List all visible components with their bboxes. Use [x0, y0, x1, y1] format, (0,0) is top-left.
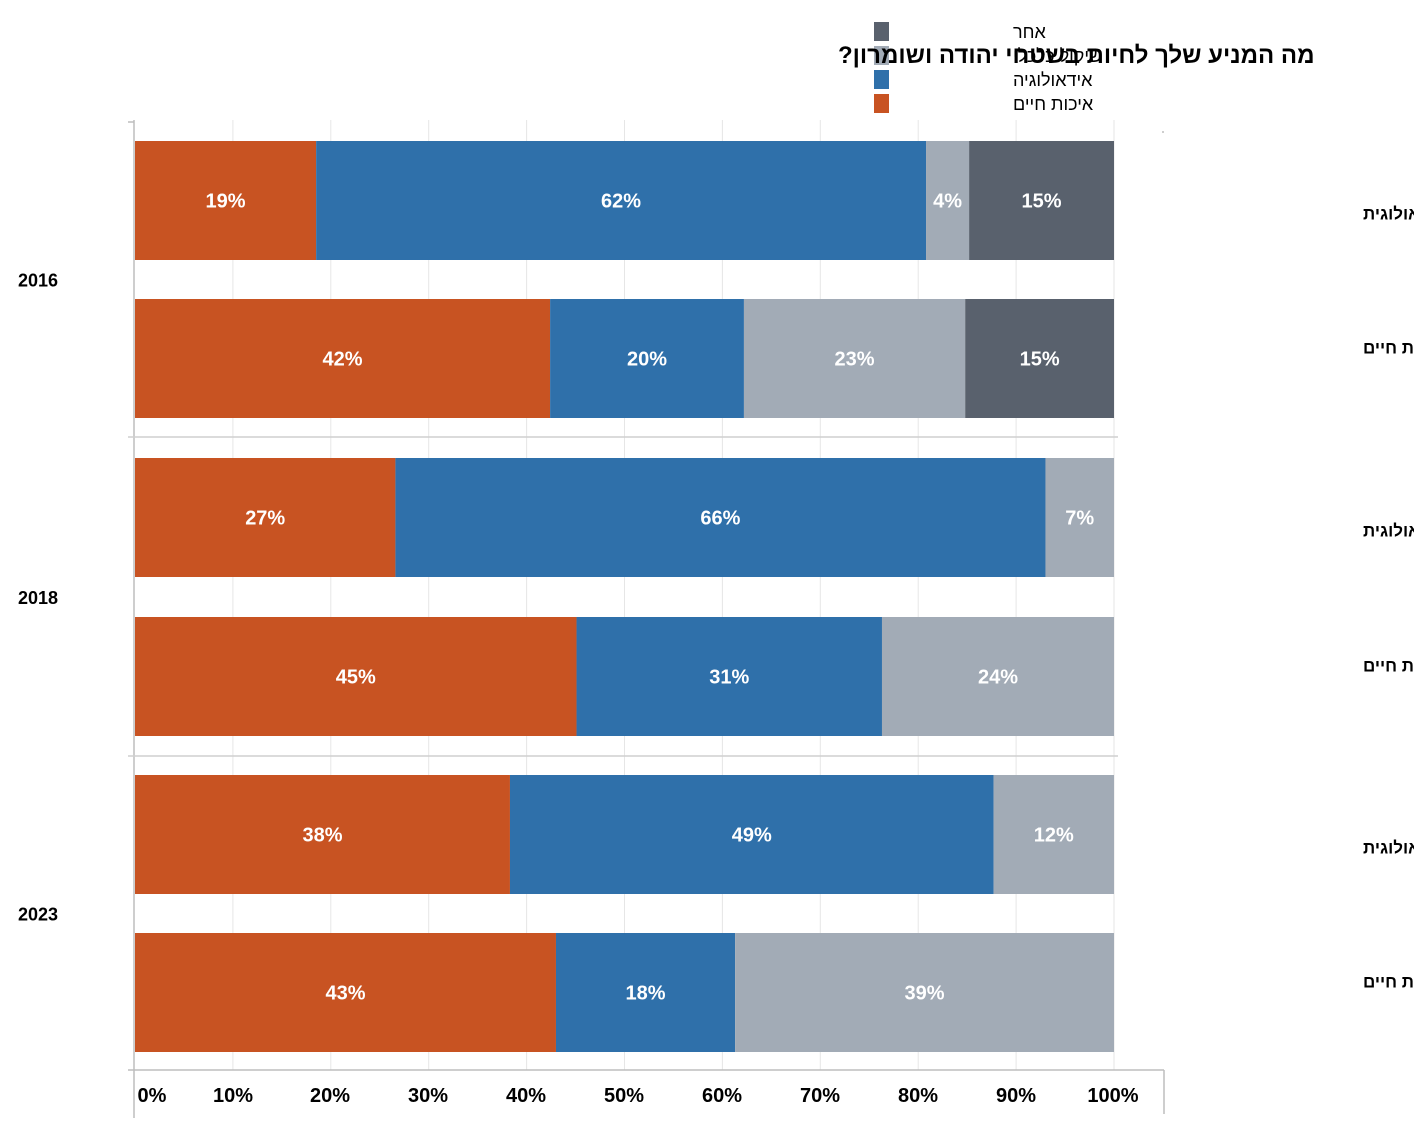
bar-segment	[881, 617, 1114, 736]
group-year-label: 2023	[18, 905, 58, 925]
bar-segment	[926, 141, 970, 260]
bar-segment	[395, 458, 1046, 577]
chart-title: מה המניע שלך לחיות בשטחי יהודה ושומרון?	[838, 42, 1315, 69]
x-tick-label: 40%	[506, 1085, 546, 1107]
bar-segment	[135, 617, 577, 736]
bar-segment	[576, 617, 882, 736]
row-label: התיישבות אידיאולוגית	[1363, 205, 1414, 224]
bar-segment	[550, 299, 744, 418]
legend-label: אחר	[1013, 22, 1046, 42]
data-label: 66%	[700, 508, 740, 530]
legend-label: איכות חיים	[1013, 94, 1094, 114]
bar-segment	[135, 458, 396, 577]
x-tick-label: 30%	[408, 1085, 448, 1107]
bar-segment	[969, 141, 1114, 260]
legend-swatch	[874, 46, 889, 65]
bar-segment	[1045, 458, 1114, 577]
x-tick-label: 20%	[310, 1085, 350, 1107]
bar-segment	[965, 299, 1114, 418]
data-label: 31%	[709, 667, 749, 689]
x-tick-label: 70%	[800, 1085, 840, 1107]
data-label: 39%	[905, 983, 945, 1005]
data-label: 27%	[245, 508, 285, 530]
group-labels: 2016 2018 2023	[18, 271, 58, 925]
chart-bars: 19% 62% 4% 15% 42% 20% 23% 15% 27% 66% 7% 45% 31% 24%…	[135, 141, 1114, 1052]
legend-swatch	[874, 94, 889, 113]
row-label: התיישבות איכות חיים	[1363, 339, 1414, 358]
x-tick-label: 90%	[996, 1085, 1036, 1107]
row-label: התיישבות אידיאולוגית	[1363, 522, 1414, 541]
x-tick-label: 80%	[898, 1085, 938, 1107]
row-label: התיישבות אידיאולוגית	[1363, 839, 1414, 858]
chart-legend: אחר שיקול כלכלי אידאולוגיה איכות חיים	[874, 22, 1102, 114]
x-tick-label: 0%	[138, 1085, 167, 1107]
x-tick-label: 60%	[702, 1085, 742, 1107]
bar-segment	[316, 141, 927, 260]
data-label: 45%	[336, 667, 376, 689]
bar-segment	[993, 775, 1114, 894]
data-label: 18%	[626, 983, 666, 1005]
data-label: 7%	[1065, 508, 1094, 530]
data-label: 15%	[1022, 191, 1062, 213]
data-label: 20%	[627, 349, 667, 371]
bar-segment	[135, 933, 556, 1052]
bar-segment	[135, 141, 317, 260]
data-label: 38%	[302, 825, 342, 847]
bar-segment	[135, 299, 551, 418]
data-label: 23%	[835, 349, 875, 371]
data-label: 12%	[1034, 825, 1074, 847]
row-label: התיישבות איכות חיים	[1363, 657, 1414, 676]
row-labels: התיישבות אידיאולוגית התיישבות איכות חיים ה…	[1363, 205, 1414, 992]
bar-segment	[135, 775, 510, 894]
data-label: 4%	[933, 191, 962, 213]
bar-segment	[743, 299, 966, 418]
chart-gridlines	[232, 120, 1115, 1070]
group-year-label: 2016	[18, 271, 58, 291]
data-label: 62%	[601, 191, 641, 213]
x-tick-label: 10%	[213, 1085, 253, 1107]
bar-segment	[555, 933, 736, 1052]
data-label: 15%	[1020, 349, 1060, 371]
legend-swatch	[874, 22, 889, 41]
data-label: 42%	[323, 349, 363, 371]
group-year-label: 2018	[18, 588, 58, 608]
data-label: 43%	[325, 983, 365, 1005]
data-label: 19%	[206, 191, 246, 213]
x-axis-ticks: 0% 10% 20% 30% 40% 50% 60% 70% 80% 90% 100%	[138, 1085, 1139, 1107]
data-label: 49%	[732, 825, 772, 847]
legend-swatch	[874, 70, 889, 89]
x-tick-label: 100%	[1087, 1085, 1138, 1107]
legend-label: אידאולוגיה	[1013, 70, 1093, 90]
x-tick-label: 50%	[604, 1085, 644, 1107]
bar-segment	[735, 933, 1114, 1052]
bar-segment	[509, 775, 994, 894]
row-label: התיישבות איכות חיים	[1363, 973, 1414, 992]
chart-frame	[128, 120, 1165, 1118]
legend-label: שיקול כלכלי	[1013, 46, 1102, 66]
data-label: 24%	[978, 667, 1018, 689]
